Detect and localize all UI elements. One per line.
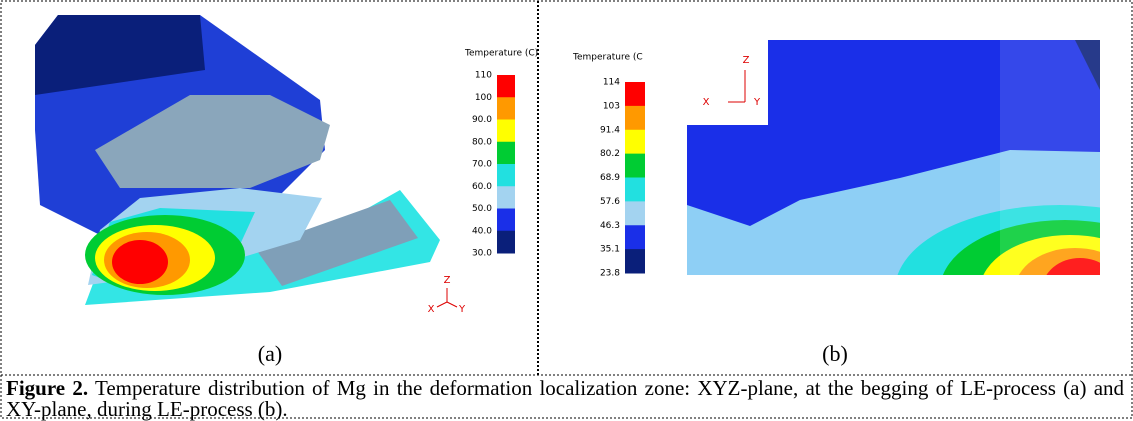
render-b: [687, 40, 1100, 275]
legend-label: 91.4: [600, 125, 620, 135]
legend-label: 100: [475, 93, 492, 103]
panel-label: (b): [822, 341, 848, 366]
axis-label: Z: [743, 55, 750, 66]
axis-label: X: [703, 97, 710, 108]
legend-label: 103: [603, 101, 620, 111]
legend-swatch: [497, 75, 515, 98]
legend-swatch: [497, 164, 515, 187]
legend-swatch: [625, 201, 645, 226]
legend-label: 30.0: [472, 249, 492, 259]
axis-label: X: [428, 304, 435, 315]
legend-swatch: [625, 225, 645, 250]
triad-a: [436, 288, 458, 308]
legend-label: 23.8: [600, 269, 620, 279]
legend-label: 50.0: [472, 204, 492, 214]
legend-swatch: [497, 230, 515, 254]
legend-swatch: [497, 186, 515, 209]
legend-swatch: [625, 249, 645, 274]
caption-label: Figure 2.: [6, 376, 89, 400]
legend-swatch: [625, 82, 645, 107]
legend-title: Temperature (C: [572, 53, 643, 63]
legend-label: 80.0: [472, 137, 492, 147]
axis-label: Y: [753, 97, 761, 108]
caption: Figure 2. Temperature distribution of Mg…: [6, 378, 1124, 420]
legend-title: Temperature (C): [464, 49, 538, 59]
legend-label: 40.0: [472, 226, 492, 236]
legend-label: 60.0: [472, 182, 492, 192]
panel-label: (a): [258, 341, 282, 366]
legend-swatch: [497, 208, 515, 232]
legend-swatch: [625, 177, 645, 202]
axis-label: Z: [444, 275, 451, 286]
render-a: [35, 15, 440, 305]
legend-swatch: [625, 105, 645, 131]
legend-label: 110: [475, 71, 492, 81]
legend-label: 68.9: [600, 173, 620, 183]
caption-text: Temperature distribution of Mg in the de…: [6, 376, 1125, 421]
legend-label: 114: [603, 78, 620, 88]
legend-label: 57.6: [600, 197, 620, 207]
legend-label: 90.0: [472, 115, 492, 125]
legend-swatch: [497, 119, 515, 143]
axis-label: Y: [458, 304, 466, 315]
legend-swatch: [497, 141, 515, 165]
legend-swatch: [625, 129, 645, 155]
legend-label: 46.3: [600, 221, 620, 231]
legend-swatch: [497, 97, 515, 120]
legend-label: 35.1: [600, 245, 620, 255]
legend-label: 80.2: [600, 149, 620, 159]
legend-label: 70.0: [472, 160, 492, 170]
legend-swatch: [625, 153, 645, 178]
